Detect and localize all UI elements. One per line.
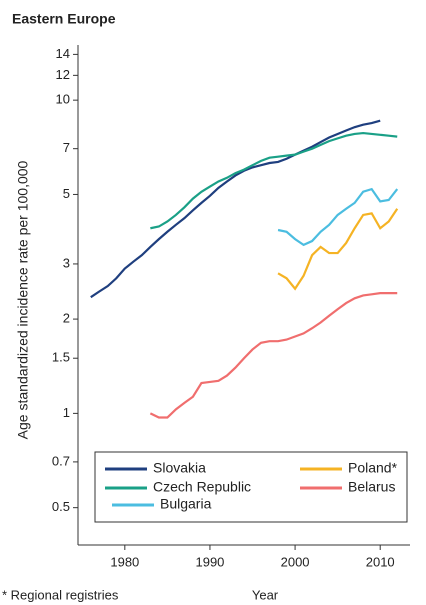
y-tick-label: 5 <box>63 186 70 201</box>
y-tick-label: 3 <box>63 255 70 270</box>
x-tick-label: 2010 <box>366 554 395 569</box>
y-tick-label: 2 <box>63 311 70 326</box>
y-tick-label: 1.5 <box>52 350 70 365</box>
legend-label: Slovakia <box>153 460 206 476</box>
y-tick-label: 14 <box>56 46 70 61</box>
series-line <box>150 131 398 230</box>
y-tick-label: 1 <box>63 405 70 420</box>
y-tick-label: 0.7 <box>52 453 70 468</box>
y-tick-label: 7 <box>63 140 70 155</box>
x-tick-label: 2000 <box>281 554 310 569</box>
legend-label: Poland* <box>348 460 398 476</box>
y-tick-label: 12 <box>56 67 70 82</box>
y-tick-label: 0.5 <box>52 499 70 514</box>
y-tick-label: 10 <box>56 92 70 107</box>
chart-title: Eastern Europe <box>12 11 116 27</box>
x-axis-label: Year <box>252 587 279 602</box>
annotation: * Regional registries <box>2 587 119 602</box>
x-tick-label: 1980 <box>110 554 139 569</box>
series-line <box>277 208 399 291</box>
legend-label: Belarus <box>348 479 395 495</box>
legend-label: Bulgaria <box>160 496 212 512</box>
y-axis-label: Age standardized incidence rate per 100,… <box>15 160 31 439</box>
series-line <box>90 119 381 299</box>
legend-label: Czech Republic <box>153 479 251 495</box>
series-line <box>277 187 399 247</box>
x-tick-label: 1990 <box>195 554 224 569</box>
series-line <box>149 292 398 419</box>
